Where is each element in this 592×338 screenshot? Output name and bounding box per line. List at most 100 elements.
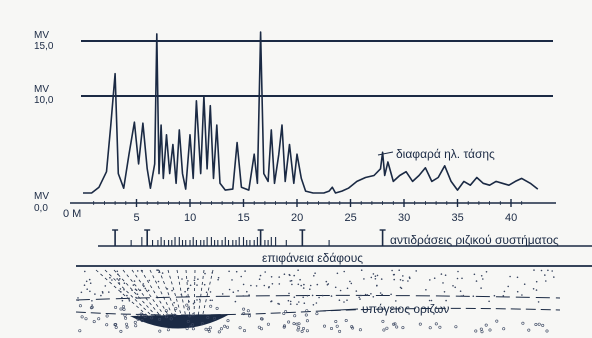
soil-particle [376, 285, 378, 287]
soil-particle [521, 294, 523, 296]
soil-particle [370, 276, 373, 279]
soil-particle [119, 329, 123, 333]
soil-particle [318, 296, 320, 299]
soil-particle [291, 283, 293, 286]
soil-particle [415, 270, 418, 272]
soil-particle [259, 274, 262, 277]
soil-particle [118, 282, 121, 284]
soil-particle [343, 270, 346, 273]
soil-particle [305, 329, 309, 333]
soil-particle [380, 278, 383, 280]
voltage-difference-label: διαφαρά ηλ. τάσης [396, 147, 495, 161]
soil-particle [433, 277, 436, 280]
soil-particle [532, 288, 535, 290]
soil-particle [509, 275, 511, 278]
root-line [185, 269, 191, 319]
soil-particle [316, 283, 319, 286]
soil-particle [242, 295, 244, 297]
soil-particle [268, 286, 270, 288]
soil-particle [136, 270, 139, 272]
soil-particle [473, 273, 476, 276]
soil-particle [428, 299, 431, 302]
soil-particle [443, 291, 446, 293]
soil-particle [454, 286, 457, 289]
root-line [95, 269, 151, 319]
soil-particle [545, 329, 549, 333]
soil-particle [123, 282, 126, 285]
soil-particle [238, 326, 242, 330]
soil-particle [223, 324, 227, 328]
soil-particle [126, 294, 128, 297]
soil-particle [156, 269, 158, 271]
x-tick-label-40: 40 [505, 212, 517, 224]
soil-particle [289, 274, 291, 277]
underground-horizon-leader [319, 308, 359, 312]
soil-particle [402, 279, 404, 282]
soil-particle [430, 299, 433, 302]
soil-particle [516, 290, 519, 293]
soil-particle [540, 269, 543, 272]
soil-particle [228, 270, 230, 273]
soil-particle [104, 285, 107, 287]
soil-particle [399, 279, 402, 281]
soil-particle [118, 279, 120, 281]
root-line [113, 269, 159, 319]
soil-particle [313, 275, 315, 277]
soil-particle [255, 285, 258, 287]
soil-particle [462, 294, 465, 297]
soil-particle [507, 285, 510, 288]
soil-particle [277, 302, 279, 305]
soil-particle [173, 313, 177, 317]
x-tick-label-10: 10 [184, 212, 196, 224]
soil-particle [89, 282, 92, 285]
soil-particle [547, 269, 549, 272]
x-axis-ticks [93, 199, 523, 207]
soil-particle [173, 301, 175, 304]
soil-particle [461, 277, 463, 280]
soil-particle [161, 272, 164, 274]
soil-particle [108, 291, 110, 293]
soil-particle [370, 293, 372, 295]
soil-particle [242, 307, 246, 311]
soil-particle [240, 275, 242, 278]
soil-particle [472, 295, 475, 298]
x-tick-label-35: 35 [452, 212, 464, 224]
soil-particle [186, 319, 190, 323]
soil-particle [116, 278, 118, 280]
y-label-10-value: 10,0 [34, 95, 54, 106]
soil-particle [94, 293, 96, 295]
soil-particle [293, 296, 296, 299]
soil-particle [123, 288, 125, 291]
soil-particle [535, 289, 538, 291]
x-tick-label-15: 15 [238, 212, 250, 224]
soil-particle [217, 276, 220, 279]
root-line [201, 269, 214, 319]
soil-particle [270, 276, 273, 278]
x-tick-label-5: 5 [134, 212, 140, 224]
soil-particle [78, 304, 82, 308]
soil-particle [344, 318, 348, 322]
soil-particle [209, 291, 212, 293]
soil-particle [142, 283, 145, 285]
soil-particle [440, 273, 443, 275]
soil-particle [197, 278, 199, 281]
soil-particle [339, 289, 342, 292]
soil-particle [119, 278, 121, 280]
soil-particle [493, 294, 496, 297]
soil-particle [136, 293, 139, 296]
soil-cross-section [75, 269, 561, 334]
soil-particle [425, 289, 427, 291]
soil-particle [363, 278, 365, 280]
soil-particle [204, 327, 208, 331]
root-line [193, 269, 196, 319]
soil-particle [84, 317, 88, 321]
soil-particle [143, 315, 147, 319]
soil-particle [77, 299, 79, 302]
voltage-curve [83, 31, 539, 194]
soil-particle [219, 327, 223, 331]
y-label-10-unit: MV [34, 84, 49, 95]
soil-particle [289, 280, 292, 282]
soil-particle [244, 270, 246, 272]
soil-particle [503, 290, 506, 293]
soil-particle [480, 275, 483, 277]
